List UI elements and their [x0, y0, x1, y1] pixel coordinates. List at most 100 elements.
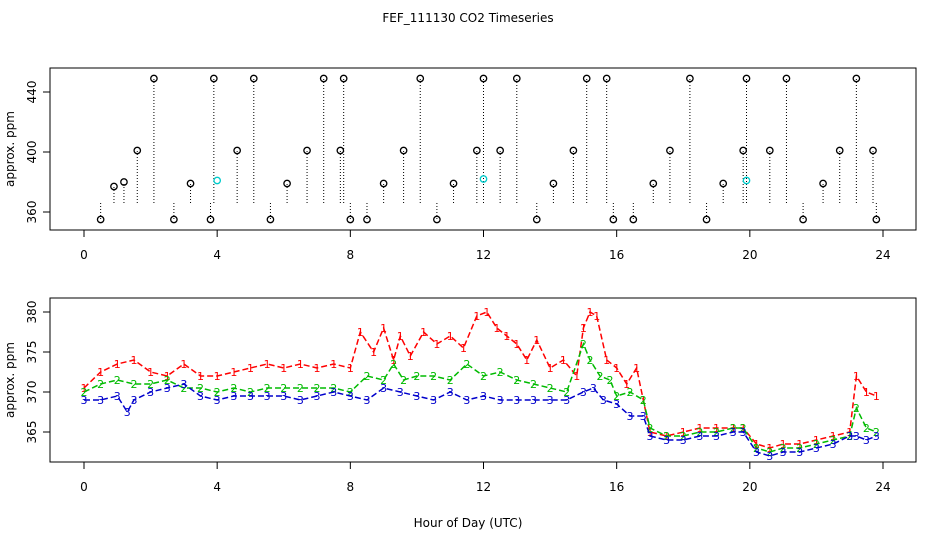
series-point-label: 1: [483, 306, 490, 319]
series-point-label: 3: [796, 446, 803, 459]
series-point-label: 1: [180, 358, 187, 371]
series-point-label: 2: [613, 390, 620, 403]
series-point-label: 2: [580, 338, 587, 351]
series-line: [84, 383, 877, 457]
series-point-label: 3: [164, 382, 171, 395]
top-panel: approx. ppm 0 4 8 12 16 20 24 360 400 440: [3, 67, 917, 262]
series-point-label: 1: [214, 370, 221, 383]
series-point-label: 3: [513, 394, 520, 407]
series-point-label: 2: [680, 430, 687, 443]
series-point-label: 1: [593, 310, 600, 323]
series-point-label: 3: [853, 430, 860, 443]
series-point-label: 1: [330, 358, 337, 371]
series-point-label: 2: [663, 430, 670, 443]
x-tick-label: 4: [213, 248, 221, 262]
series-point-label: 3: [590, 382, 597, 395]
series-point-label: 1: [97, 366, 104, 379]
series-point-label: 1: [81, 382, 88, 395]
y-tick-label: 370: [25, 381, 39, 404]
x-tick-label: 0: [80, 248, 88, 262]
series-point-label: 3: [413, 390, 420, 403]
data-point: [206, 215, 215, 224]
y-tick-label: 375: [25, 341, 39, 364]
series-point-label: 2: [413, 370, 420, 383]
series-point-label: 1: [114, 358, 121, 371]
series-point-label: 1: [503, 330, 510, 343]
series-point-label: 2: [81, 386, 88, 399]
series-point-label: 2: [796, 442, 803, 455]
series-point-label: 1: [680, 426, 687, 439]
series-point-label: 1: [873, 390, 880, 403]
data-point: [186, 179, 195, 188]
data-point: [150, 74, 158, 83]
series-point-label: 3: [230, 390, 237, 403]
series-point-label: 1: [533, 334, 540, 347]
x-tick-label: 20: [742, 248, 757, 262]
series-point-label: 1: [147, 366, 154, 379]
series-point-label: 1: [420, 326, 427, 339]
data-point: [416, 74, 425, 83]
series-point-label: 1: [696, 422, 703, 435]
series-point-label: 2: [730, 422, 737, 435]
series-point-label: 3: [846, 430, 853, 443]
series-point-label: 3: [330, 386, 337, 399]
data-point: [472, 146, 481, 155]
data-point: [582, 74, 591, 83]
series-point-label: 1: [390, 354, 397, 367]
series-point-label: 2: [130, 378, 137, 391]
bottom-y-axis-label: approx. ppm: [3, 342, 17, 418]
series-point-label: 3: [130, 394, 137, 407]
series-point-label: 3: [497, 394, 504, 407]
series-point-label: 1: [433, 338, 440, 351]
series-point-label: 2: [197, 382, 204, 395]
series-point-label: 2: [547, 382, 554, 395]
data-point: [170, 215, 178, 224]
series-point-label: 3: [713, 430, 720, 443]
series-point-label: 2: [696, 426, 703, 439]
series-point-label: 2: [713, 426, 720, 439]
data-point: [649, 179, 658, 188]
series-point-label: 1: [380, 322, 387, 335]
series-point-label: 2: [646, 422, 653, 435]
series-point-label: 2: [780, 442, 787, 455]
series-point-label: 3: [81, 394, 88, 407]
series-point-label: 1: [813, 434, 820, 447]
series-point-label: 2: [563, 386, 570, 399]
series-point-label: 1: [846, 426, 853, 439]
series-point-label: 3: [197, 390, 204, 403]
data-point: [835, 146, 844, 155]
series-point-label: 1: [573, 370, 580, 383]
data-point: [96, 215, 105, 224]
series-point-label: 2: [400, 374, 407, 387]
x-tick-label: 16: [609, 480, 624, 494]
data-point: [120, 178, 128, 186]
series-point-label: 3: [646, 430, 653, 443]
series-point-label: 3: [280, 390, 287, 403]
series-point-label: 2: [463, 358, 470, 371]
series-point-label: 1: [713, 422, 720, 435]
data-point: [872, 215, 881, 224]
series-point-label: 1: [587, 306, 594, 319]
data-point: [782, 74, 791, 83]
series-point-label: 3: [696, 430, 703, 443]
series-point-label: 1: [640, 394, 647, 407]
series-point-label: 2: [314, 382, 321, 395]
data-point: [742, 74, 751, 83]
data-point: [249, 74, 258, 83]
top-y-axis-label: approx. ppm: [3, 111, 17, 187]
series-point-label: 1: [863, 386, 870, 399]
series-point-label: 3: [214, 394, 221, 407]
series-point-label: 2: [863, 422, 870, 435]
series-point-label: 1: [523, 354, 530, 367]
series-point-label: 2: [497, 366, 504, 379]
series-point-label: 3: [147, 386, 154, 399]
data-point: [479, 74, 488, 83]
series-point-label: 2: [846, 430, 853, 443]
series-point-label: 2: [180, 382, 187, 395]
series-point-label: 1: [780, 438, 787, 451]
series-point-label: 2: [430, 370, 437, 383]
series-point-label: 1: [397, 330, 404, 343]
series-point-label: 3: [813, 442, 820, 455]
data-point: [852, 74, 861, 83]
